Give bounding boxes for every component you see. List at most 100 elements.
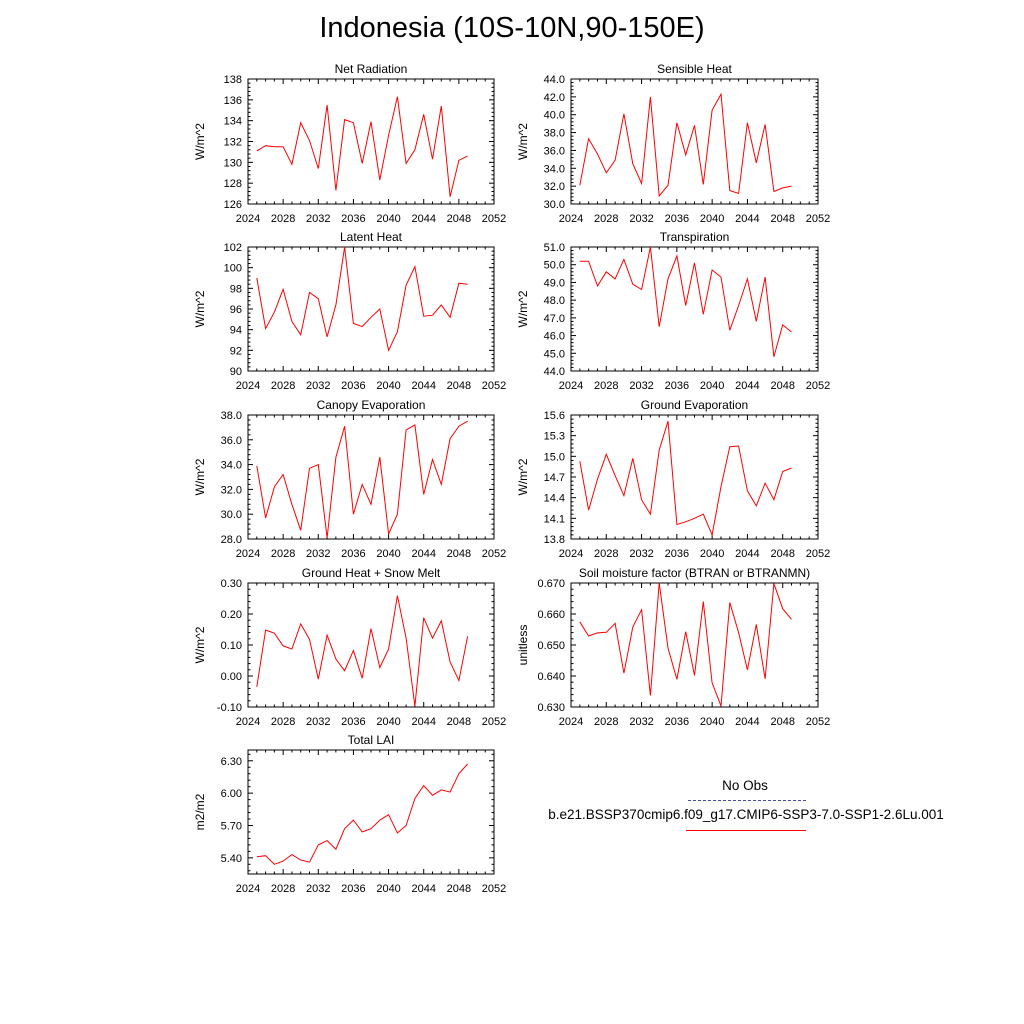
x-tick-label: 2040: [376, 883, 400, 895]
x-tick-label: 2048: [770, 548, 794, 560]
chart-panel-1: Net Radiation W/m^2 2024 2028 2032 2036 2040 20…: [193, 62, 506, 225]
x-tick-label: 2052: [806, 380, 830, 392]
x-tick-label: 2028: [594, 380, 618, 392]
x-tick-label: 2032: [306, 380, 330, 392]
y-tick-label: 0.660: [537, 609, 565, 621]
y-tick-label: 132: [224, 137, 242, 149]
x-tick-label: 2040: [700, 716, 724, 728]
y-tick-label: 0.00: [221, 671, 242, 683]
x-tick-label: 2032: [306, 883, 330, 895]
y-tick-label: 136: [224, 95, 242, 107]
y-tick-label: 51.0: [544, 242, 565, 254]
chart-title: Ground Evaporation: [641, 398, 748, 412]
y-tick-label: 15.3: [544, 431, 565, 443]
page-title: Indonesia (10S-10N,90-150E): [319, 12, 705, 44]
x-tick-label: 2040: [376, 213, 400, 225]
x-tick-label: 2024: [236, 716, 260, 728]
x-tick-label: 2040: [376, 548, 400, 560]
y-tick-label: 0.10: [221, 640, 242, 652]
y-tick-label: 44.0: [544, 366, 565, 378]
chart-panel-3: Latent Heat W/m^2 2024 2028 2032 2036 2040 2044…: [193, 230, 506, 392]
y-tick-label: 32.0: [544, 181, 565, 193]
plot-frame: [247, 582, 495, 708]
y-axis-label: W/m^2: [516, 123, 530, 160]
plot-frame: [570, 582, 819, 708]
x-tick-label: 2036: [341, 548, 365, 560]
y-tick-label: 50.0: [544, 260, 565, 272]
y-tick-label: 134: [224, 116, 242, 128]
x-tick-label: 2036: [665, 716, 689, 728]
x-tick-label: 2052: [482, 213, 506, 225]
x-tick-label: 2028: [271, 716, 295, 728]
y-tick-label: 13.8: [544, 534, 565, 546]
y-tick-label: 14.4: [544, 493, 565, 505]
y-tick-label: 6.30: [221, 756, 242, 768]
y-tick-label: 5.70: [221, 820, 242, 832]
y-tick-label: 28.0: [221, 534, 242, 546]
y-tick-label: 30.0: [544, 199, 565, 211]
y-tick-label: 0.30: [221, 578, 242, 590]
y-tick-label: 40.0: [544, 110, 565, 122]
chart-title: Latent Heat: [340, 230, 403, 244]
y-axis-label: W/m^2: [193, 123, 207, 160]
x-tick-label: 2044: [411, 213, 435, 225]
y-tick-label: 14.1: [544, 513, 565, 525]
series-line: [256, 246, 468, 352]
series-line: [579, 92, 792, 198]
x-tick-label: 2040: [700, 213, 724, 225]
x-tick-label: 2044: [411, 380, 435, 392]
x-tick-label: 2036: [665, 213, 689, 225]
chart-title: Total LAI: [348, 733, 395, 747]
series-line: [256, 595, 469, 707]
y-tick-label: 92: [230, 345, 242, 357]
y-tick-label: 36.0: [221, 435, 242, 447]
y-tick-label: 36.0: [544, 145, 565, 157]
x-tick-label: 2044: [411, 716, 435, 728]
y-axis-label: m2/m2: [193, 793, 207, 830]
chart-title: Soil moisture factor (BTRAN or BTRANMN): [579, 566, 810, 580]
x-tick-label: 2036: [665, 548, 689, 560]
x-tick-label: 2048: [447, 213, 471, 225]
y-axis-label: W/m^2: [516, 458, 530, 495]
y-tick-label: 130: [224, 157, 242, 169]
x-tick-label: 2048: [447, 883, 471, 895]
y-tick-label: 100: [224, 263, 242, 275]
plot-frame: [570, 78, 819, 205]
x-tick-label: 2028: [271, 380, 295, 392]
series-line: [256, 420, 468, 538]
x-tick-label: 2052: [806, 213, 830, 225]
y-tick-label: 98: [230, 283, 242, 295]
chart-panel-8: Soil moisture factor (BTRAN or BTRANMN) u…: [516, 566, 830, 728]
x-tick-label: 2024: [559, 213, 583, 225]
chart-title: Transpiration: [660, 230, 730, 244]
x-tick-label: 2032: [629, 213, 653, 225]
x-tick-label: 2048: [770, 213, 794, 225]
y-tick-label: 6.00: [221, 788, 242, 800]
y-tick-label: 47.0: [544, 313, 565, 325]
x-tick-label: 2044: [735, 380, 759, 392]
y-axis-label: unitless: [516, 625, 530, 666]
plot-frame: [247, 749, 495, 875]
y-tick-label: 0.20: [221, 609, 242, 621]
series-line: [579, 582, 792, 707]
y-tick-label: 126: [224, 199, 242, 211]
y-tick-label: 0.640: [537, 671, 565, 683]
x-tick-label: 2052: [806, 716, 830, 728]
x-tick-label: 2028: [271, 883, 295, 895]
y-tick-label: 96: [230, 304, 242, 316]
x-tick-label: 2048: [770, 380, 794, 392]
chart-title: Sensible Heat: [657, 62, 732, 76]
x-tick-label: 2024: [559, 716, 583, 728]
series-line: [579, 246, 792, 357]
y-tick-label: 138: [224, 74, 242, 86]
y-tick-label: 44.0: [544, 74, 565, 86]
x-tick-label: 2032: [306, 548, 330, 560]
x-tick-label: 2040: [700, 548, 724, 560]
y-tick-label: 102: [224, 242, 242, 254]
chart-title: Ground Heat + Snow Melt: [302, 566, 441, 580]
y-tick-label: 34.0: [221, 460, 242, 472]
x-tick-label: 2048: [770, 716, 794, 728]
y-tick-label: 0.630: [537, 702, 565, 714]
x-tick-label: 2028: [594, 716, 618, 728]
